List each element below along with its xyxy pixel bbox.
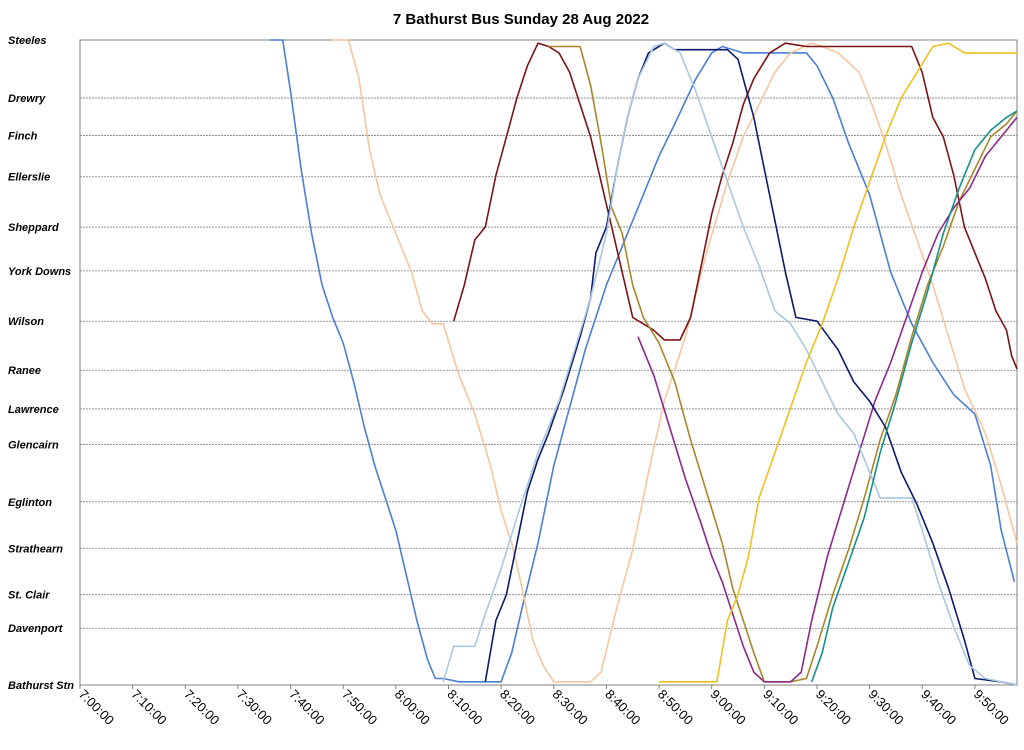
time-label: 8:20:00 xyxy=(497,687,538,728)
grid xyxy=(80,97,1017,629)
stop-label: Steeles xyxy=(8,35,47,47)
time-label: 9:40:00 xyxy=(918,687,959,728)
time-label: 9:30:00 xyxy=(865,687,906,728)
time-label: 7:30:00 xyxy=(234,687,275,728)
bus-trip-line xyxy=(452,42,1018,370)
time-label: 7:20:00 xyxy=(181,687,222,728)
time-label: 8:00:00 xyxy=(392,687,433,728)
stop-label: Lawrence xyxy=(8,404,59,416)
time-label: 9:50:00 xyxy=(971,687,1012,728)
time-label: 8:30:00 xyxy=(550,687,591,728)
time-label: 7:50:00 xyxy=(339,687,380,728)
bus-trip-line xyxy=(484,42,1018,686)
time-label: 7:00:00 xyxy=(76,687,117,728)
stop-label: Sheppard xyxy=(8,222,59,234)
stop-label: Finch xyxy=(8,130,38,142)
stop-label: St. Clair xyxy=(8,590,50,602)
bus-trip-line xyxy=(810,110,1018,683)
stop-label: Eglinton xyxy=(8,497,52,509)
series-layer xyxy=(269,39,1018,686)
stop-label: Ellerslie xyxy=(8,172,50,184)
stop-label: Ranee xyxy=(8,365,41,377)
stop-label: Strathearn xyxy=(8,543,63,555)
bus-trip-line xyxy=(332,39,1018,683)
time-label: 8:40:00 xyxy=(602,687,643,728)
time-label: 7:40:00 xyxy=(286,687,327,728)
stop-label: Wilson xyxy=(8,316,44,328)
stop-label: York Downs xyxy=(8,266,71,278)
stop-label: Davenport xyxy=(8,623,64,635)
time-label: 9:00:00 xyxy=(708,687,749,728)
stop-labels: Steeles Drewry Finch Ellerslie Sheppard York … xyxy=(8,35,74,692)
stop-label: Drewry xyxy=(8,93,46,105)
stop-label: Glencairn xyxy=(8,439,59,451)
time-label: 9:10:00 xyxy=(760,687,801,728)
time-labels: 7:00:00 7:10:00 7:20:00 7:30:00 7:40:00 7:50:… xyxy=(76,685,1012,728)
chart-title: 7 Bathurst Bus Sunday 28 Aug 2022 xyxy=(393,11,649,28)
stop-label: Bathurst Stn xyxy=(8,680,74,692)
bus-trip-line xyxy=(442,42,1018,686)
time-label: 8:10:00 xyxy=(444,687,485,728)
plot-area xyxy=(79,39,1018,686)
bus-trip-line xyxy=(269,39,1016,683)
time-label: 9:20:00 xyxy=(813,687,854,728)
time-label: 7:10:00 xyxy=(129,687,170,728)
time-label: 8:50:00 xyxy=(655,687,696,728)
bus-trip-line xyxy=(548,45,1018,683)
bus-trip-line xyxy=(659,42,1017,683)
